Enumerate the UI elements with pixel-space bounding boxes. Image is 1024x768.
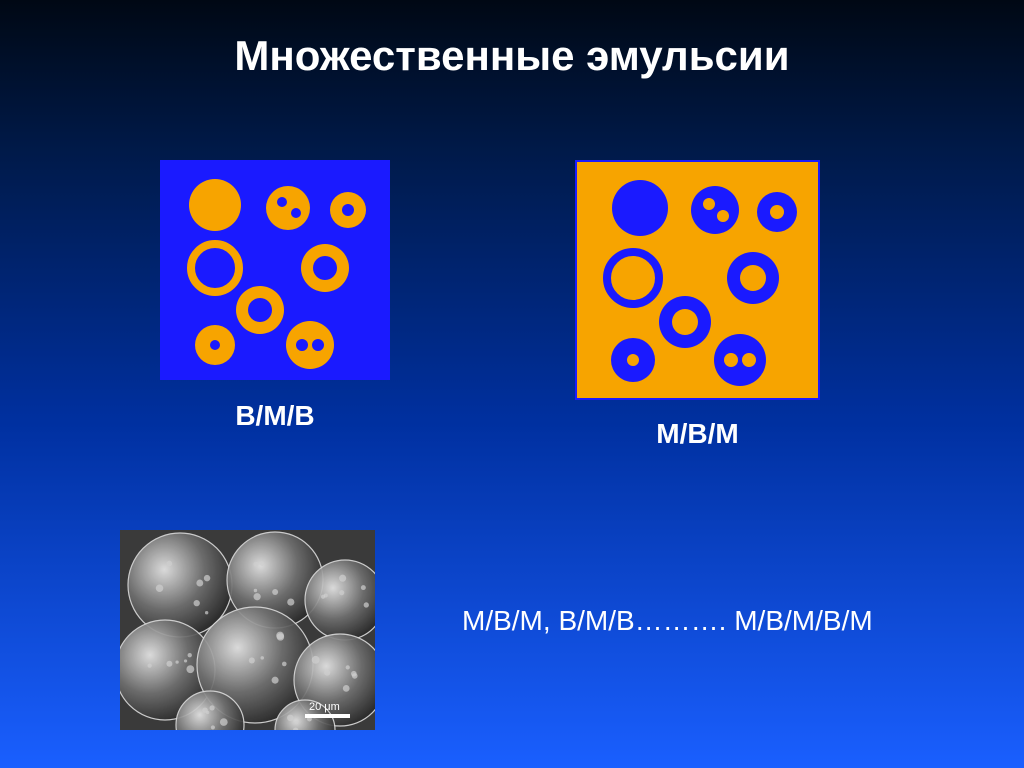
- emulsion-droplet: [607, 252, 659, 304]
- emulsion-droplet: [757, 192, 797, 232]
- emulsion-droplet: [612, 180, 668, 236]
- scalebar-label: 20 μm: [309, 701, 340, 713]
- emulsion-droplet: [691, 186, 739, 234]
- formula-text: М/В/М, В/М/В………. М/В/М/В/М: [462, 605, 873, 637]
- caption-vmv: В/М/В: [160, 400, 390, 432]
- emulsion-droplet: [189, 179, 241, 231]
- emulsion-droplet: [714, 334, 766, 386]
- emulsion-droplet: [330, 192, 366, 228]
- emulsion-droplet: [301, 244, 349, 292]
- emulsion-droplet: [659, 296, 711, 348]
- emulsion-droplet: [286, 321, 334, 369]
- emulsion-droplet: [611, 338, 655, 382]
- panel-mvm: [575, 160, 820, 400]
- panel-vmv: [160, 160, 390, 380]
- emulsion-droplet: [195, 325, 235, 365]
- emulsion-droplet: [191, 244, 239, 292]
- slide-title: Множественные эмульсии: [0, 32, 1024, 80]
- emulsion-droplet: [236, 286, 284, 334]
- emulsion-droplet: [266, 186, 310, 230]
- micrograph-image: 20 μm: [120, 530, 375, 730]
- slide: Множественные эмульсии В/М/В М/В/М 20 μm…: [0, 0, 1024, 768]
- caption-mvm: М/В/М: [575, 418, 820, 450]
- emulsion-droplet: [727, 252, 779, 304]
